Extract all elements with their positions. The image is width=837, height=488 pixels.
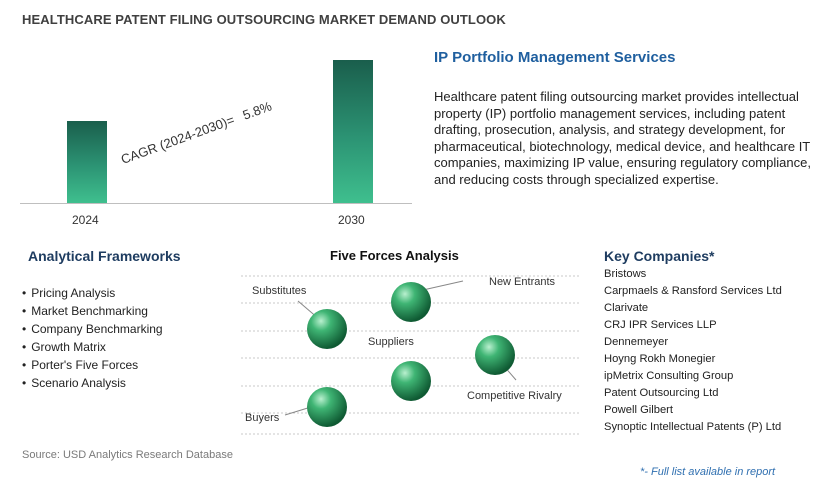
label-new-entrants: New Entrants: [489, 276, 556, 288]
list-item: Synoptic Intellectual Patents (P) Ltd: [604, 421, 782, 433]
list-item: Market Benchmarking: [22, 302, 163, 320]
list-item: Pricing Analysis: [22, 284, 163, 302]
list-item: Hoyng Rokh Monegier: [604, 353, 716, 365]
list-item: CRJ IPR Services LLP: [604, 319, 717, 331]
key-companies-list: Bristows Carpmaels & Ransford Services L…: [604, 266, 782, 436]
list-item: Bristows: [604, 268, 647, 280]
five-forces-diagram: Substitutes New Entrants Suppliers Compe…: [241, 270, 581, 440]
label-competitive-rivalry: Competitive Rivalry: [467, 390, 562, 402]
cagr-value: 5.8%: [240, 98, 274, 123]
list-item: ipMetrix Consulting Group: [604, 370, 734, 382]
page-title: HEALTHCARE PATENT FILING OUTSOURCING MAR…: [22, 12, 506, 27]
bar-2024: [67, 121, 107, 203]
list-item: Dennemeyer: [604, 336, 669, 348]
x-tick-label-2024: 2024: [72, 213, 99, 227]
cagr-annotation: CAGR (2024-2030)=5.8%: [119, 98, 274, 167]
ip-section-text-container: Healthcare patent filing outsourcing mar…: [434, 89, 814, 192]
list-item: Clarivate: [604, 302, 649, 314]
list-item: Powell Gilbert: [604, 404, 674, 416]
analytical-frameworks-list: Pricing Analysis Market Benchmarking Com…: [22, 284, 163, 392]
source-note: Source: USD Analytics Research Database: [22, 449, 233, 461]
key-companies-title: Key Companies*: [604, 248, 715, 264]
list-item: Porter's Five Forces: [22, 356, 163, 374]
label-substitutes: Substitutes: [252, 285, 307, 297]
chart-baseline: [20, 203, 412, 204]
sphere-suppliers: [391, 361, 431, 401]
list-item: Carpmaels & Ransford Services Ltd: [604, 285, 782, 297]
cagr-label: CAGR (2024-2030)=: [118, 112, 237, 167]
five-forces-graphic: [241, 275, 581, 435]
label-suppliers: Suppliers: [368, 336, 414, 348]
sphere-substitutes: [307, 309, 347, 349]
sphere-new-entrants: [391, 282, 431, 322]
ip-section-title: IP Portfolio Management Services: [434, 49, 676, 66]
footnote: *- Full list available in report: [640, 466, 776, 478]
list-item: Growth Matrix: [22, 338, 163, 356]
list-item: Patent Outsourcing Ltd: [604, 387, 719, 399]
bar-2030: [333, 60, 373, 203]
ip-section-text: Healthcare patent filing outsourcing mar…: [434, 89, 811, 187]
list-item: Company Benchmarking: [22, 320, 162, 338]
x-tick-label-2030: 2030: [338, 213, 365, 227]
five-forces-title: Five Forces Analysis: [330, 248, 459, 263]
market-outlook-chart: 2024 2030 CAGR (2024-2030)=5.8%: [20, 40, 412, 235]
list-item: Scenario Analysis: [22, 374, 163, 392]
sphere-competitive-rivalry: [475, 335, 515, 375]
label-buyers: Buyers: [245, 412, 280, 424]
sphere-buyers: [307, 387, 347, 427]
analytical-frameworks-title: Analytical Frameworks: [28, 248, 181, 264]
